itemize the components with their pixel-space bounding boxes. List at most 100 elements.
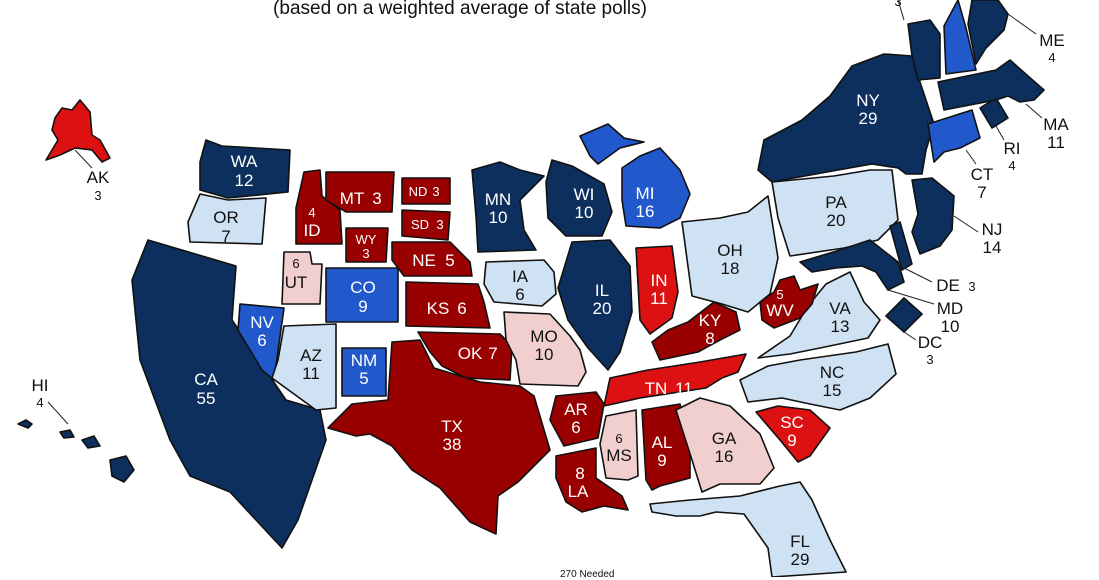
state-NC[interactable] (739, 343, 897, 411)
label-NV-abbr: NV (250, 313, 274, 332)
label-UT-abbr: UT (285, 273, 308, 292)
state-IN[interactable] (635, 245, 679, 335)
state-CO[interactable] (325, 267, 399, 323)
state-DC[interactable] (885, 297, 923, 333)
label-NV-ev: 6 (257, 331, 266, 350)
state-FL[interactable] (649, 481, 847, 577)
label-TN-ev: 11 (675, 379, 693, 398)
state-MI[interactable] (579, 123, 691, 229)
label-RI-ev: 4 (1008, 158, 1015, 173)
state-MO[interactable] (503, 311, 587, 387)
leader-lines (47, 0, 1043, 425)
label-WY-ev: 3 (362, 246, 369, 261)
label-MI-ev: 16 (636, 202, 655, 221)
state-NJ[interactable] (911, 177, 955, 255)
label-MO-ev: 10 (535, 345, 554, 364)
state-DE[interactable] (889, 221, 913, 271)
label-WA-abbr: WA (231, 152, 258, 171)
state-CT[interactable] (927, 109, 981, 163)
state-MS[interactable] (599, 409, 639, 481)
state-GA[interactable] (675, 397, 775, 493)
label-ME-ev: 4 (1048, 50, 1055, 65)
state-WY[interactable] (345, 227, 389, 263)
state-WI[interactable] (545, 159, 613, 237)
state-AR[interactable] (549, 391, 605, 447)
label-FL-ev: 29 (791, 550, 810, 569)
needed-label: 270 Needed (560, 569, 615, 580)
state-SD[interactable] (401, 209, 451, 241)
state-KY[interactable] (651, 301, 741, 361)
label-ID-ev: 4 (308, 205, 315, 220)
state-NE[interactable] (391, 241, 473, 277)
label-HI-abbr: HI (32, 376, 49, 395)
label-LA-abbr: LA (568, 482, 589, 501)
state-IA[interactable] (483, 259, 557, 307)
state-OH[interactable] (681, 195, 779, 313)
state-NM[interactable] (341, 347, 387, 397)
label-CO-ev: 9 (358, 297, 367, 316)
state-HI[interactable] (17, 419, 135, 483)
label-OR-abbr: OR (213, 208, 239, 227)
state-ND[interactable] (401, 177, 451, 205)
label-OK-ev: 7 (488, 344, 497, 363)
label-CO-abbr: CO (350, 278, 376, 297)
label-UT-ev: 6 (292, 256, 299, 271)
label-VA-abbr: VA (829, 299, 851, 318)
state-NY[interactable] (757, 53, 935, 183)
label-ME-abbr: ME (1039, 31, 1065, 50)
state-PA[interactable] (771, 169, 899, 257)
label-AL-abbr: AL (652, 433, 673, 452)
label-NJ-ev: 14 (983, 238, 1002, 257)
state-WV[interactable] (759, 275, 819, 329)
state-AK[interactable] (45, 99, 111, 163)
label-GA-ev: 16 (715, 447, 734, 466)
state-MT[interactable] (325, 171, 395, 213)
label-NY-ev: 29 (859, 109, 878, 128)
label-HI-ev: 4 (36, 395, 43, 410)
label-IA-abbr: IA (512, 267, 529, 286)
label-KY-abbr: KY (699, 311, 722, 330)
label-MA-ev: 11 (1047, 133, 1065, 152)
label-NJ-abbr: NJ (982, 220, 1003, 239)
label-NY-abbr: NY (856, 91, 880, 110)
label-IN-abbr: IN (651, 271, 668, 290)
label-VA-ev: 13 (831, 317, 850, 336)
label-KY-ev: 8 (705, 329, 714, 348)
label-OH-abbr: OH (717, 241, 743, 260)
state-SC[interactable] (755, 405, 831, 463)
state-TN[interactable] (603, 353, 747, 407)
label-DC-abbr: DC (918, 333, 943, 352)
label-AL-ev: 9 (657, 451, 666, 470)
label-WI-abbr: WI (574, 185, 595, 204)
state-LA[interactable] (555, 447, 629, 513)
label-AR-ev: 6 (571, 418, 580, 437)
state-NV[interactable] (237, 303, 285, 381)
state-NH[interactable] (943, 0, 977, 75)
label-SD-ev: 3 (436, 217, 443, 232)
label-MS-abbr: MS (606, 446, 632, 465)
state-IL[interactable] (557, 239, 633, 371)
label-PA-abbr: PA (825, 193, 847, 212)
state-MA[interactable] (937, 59, 1045, 111)
state-AZ[interactable] (271, 323, 337, 411)
state-UT[interactable] (281, 251, 323, 305)
state-MN[interactable] (471, 161, 545, 253)
label-NC-ev: 15 (823, 381, 842, 400)
state-OR[interactable] (187, 193, 267, 245)
state-WA[interactable] (199, 139, 291, 199)
state-TX[interactable] (327, 339, 551, 535)
label-CA-abbr: CA (194, 370, 218, 389)
label-PA-ev: 20 (827, 211, 846, 230)
state-ID[interactable] (295, 169, 343, 245)
state-ME[interactable] (967, 0, 1009, 65)
label-WI-ev: 10 (575, 203, 594, 222)
state-KS[interactable] (405, 281, 491, 329)
label-CT-abbr: CT (971, 165, 994, 184)
label-TN-abbr: TN (645, 379, 668, 398)
label-NM-ev: 5 (359, 369, 368, 388)
label-NE-ev: 5 (445, 251, 454, 270)
label-SC-abbr: SC (780, 413, 804, 432)
state-OK[interactable] (417, 331, 513, 381)
state-VT[interactable] (907, 19, 941, 81)
